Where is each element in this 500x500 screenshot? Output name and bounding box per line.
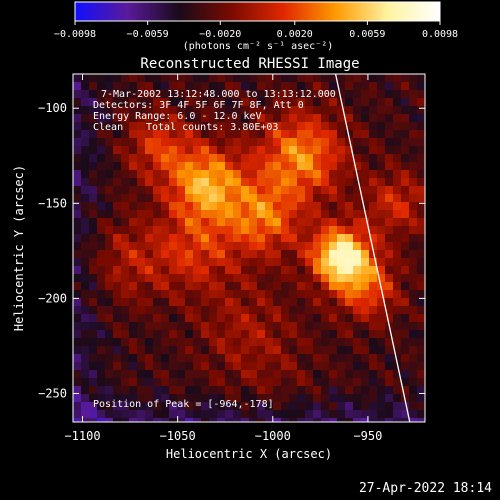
x-tick-label: −1000 <box>255 429 291 443</box>
colorbar-tick-label: 0.0098 <box>422 29 458 40</box>
y-axis-label: Heliocentric Y (arcsec) <box>12 165 26 331</box>
annotations: 7-Mar-2002 13:12:48.000 to 13:13:12.000 … <box>93 89 336 410</box>
time-range-label: 7-Mar-2002 13:12:48.000 to 13:13:12.000 <box>101 89 336 100</box>
plot-frame <box>72 73 426 423</box>
colorbar-tick-label: −0.0098 <box>54 29 96 40</box>
y-tick-label: −100 <box>38 101 67 115</box>
x-tick-label: −950 <box>353 429 382 443</box>
y-tick-label: −200 <box>38 291 67 305</box>
x-tick-label: −1050 <box>160 429 196 443</box>
colorbar-strip <box>75 2 440 21</box>
detectors-label: Detectors: 3F 4F 5F 6F 7F 8F, Att 0 <box>93 100 304 111</box>
colorbar: −0.0098 −0.0059 −0.0020 0.0020 0.0059 0.0098 … <box>54 1 458 52</box>
y-tick-label: −250 <box>38 386 67 400</box>
peak-position-label: Position of Peak = [-964,-178] <box>93 399 274 410</box>
total-counts-label: Total counts: 3.80E+03 <box>146 122 278 133</box>
energy-range-label: Energy Range: 6.0 - 12.0 keV <box>93 111 262 122</box>
x-tick-label: −1100 <box>64 429 100 443</box>
colorbar-unit-label: (photons cm⁻² s⁻¹ asec⁻²) <box>183 41 334 52</box>
colorbar-tick-label: 0.0059 <box>349 29 385 40</box>
colorbar-frame <box>74 1 441 22</box>
heatmap-image <box>73 74 425 422</box>
y-tick-label: −150 <box>38 196 67 210</box>
axis-ticks: −1100 −1050 −1000 −950 −100 −150 −200 −250 <box>38 74 425 443</box>
clean-label: Clean <box>93 122 123 133</box>
x-axis-label: Heliocentric X (arcsec) <box>166 447 332 461</box>
colorbar-ticks: −0.0098 −0.0059 −0.0020 0.0020 0.0059 0.0098 <box>54 21 458 40</box>
solar-limb-line <box>334 74 411 422</box>
colorbar-tick-label: −0.0059 <box>127 29 169 40</box>
colorbar-tick-label: 0.0020 <box>277 29 313 40</box>
chart-title: Reconstructed RHESSI Image <box>140 56 359 72</box>
footer-date: 27-Apr-2022 18:14 <box>358 481 492 496</box>
plot-area: −1100 −1050 −1000 −950 −100 −150 −200 −250 <box>38 73 426 443</box>
colorbar-tick-label: −0.0020 <box>199 29 241 40</box>
